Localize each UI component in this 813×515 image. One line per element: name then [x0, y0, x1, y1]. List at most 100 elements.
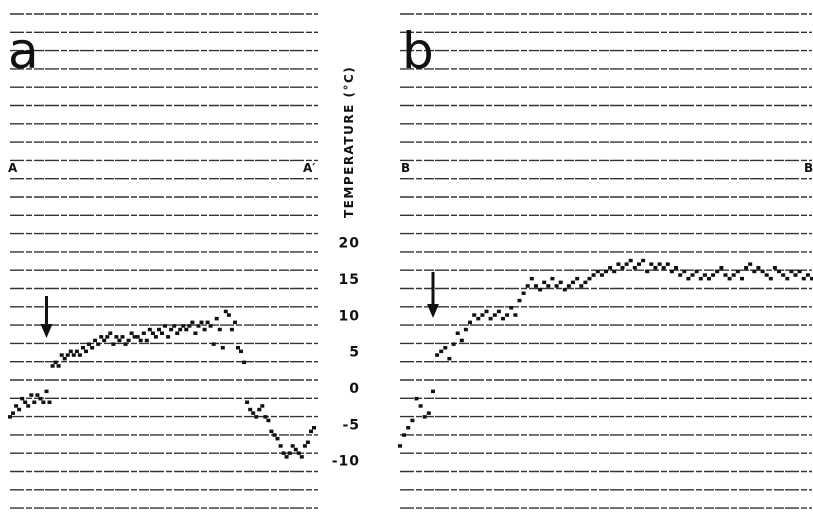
data-point [521, 291, 526, 295]
data-point [805, 273, 810, 277]
data-point [269, 429, 274, 434]
data-point [251, 411, 256, 415]
data-point [402, 433, 407, 437]
data-point [505, 313, 510, 317]
panel-b-end-label: B′ [804, 161, 813, 175]
y-tick-label: 5 [349, 345, 360, 361]
data-point [525, 284, 530, 288]
data-point [129, 331, 134, 335]
data-point [65, 353, 70, 357]
data-point [290, 444, 295, 448]
data-point [571, 280, 575, 285]
data-point [293, 447, 298, 452]
data-point [653, 266, 658, 270]
data-point [226, 313, 231, 317]
data-point [698, 276, 703, 281]
data-point [181, 324, 186, 328]
y-tick-label: 15 [339, 272, 360, 288]
data-point [744, 266, 749, 270]
data-point [748, 262, 753, 266]
panel-a-start-label: A [8, 161, 18, 175]
data-point [657, 262, 662, 266]
data-point [719, 266, 724, 270]
data-point [32, 400, 37, 404]
data-point [645, 269, 650, 274]
data-point [220, 346, 225, 350]
data-point [263, 415, 268, 419]
data-point [435, 353, 440, 357]
data-point [768, 276, 773, 281]
data-point [96, 342, 101, 346]
data-point [546, 284, 551, 288]
data-point [620, 266, 625, 270]
data-point [740, 276, 744, 281]
data-point [608, 266, 613, 270]
data-point [690, 273, 695, 277]
data-point [410, 418, 415, 423]
data-point [793, 273, 798, 277]
data-point [418, 404, 423, 408]
panel-a-letter: a [8, 22, 39, 80]
data-point [542, 280, 547, 285]
data-point [711, 273, 716, 277]
data-point [810, 276, 813, 281]
data-point [595, 269, 600, 274]
panel-b-start-label: B [401, 161, 410, 175]
data-point [50, 364, 55, 368]
data-point [299, 455, 304, 459]
data-point [29, 393, 34, 397]
data-point [260, 404, 265, 408]
data-point [509, 306, 514, 310]
data-point [71, 353, 76, 357]
data-point [87, 342, 91, 346]
data-point [8, 415, 12, 419]
data-point [193, 331, 198, 335]
data-point [678, 273, 683, 277]
data-point [229, 327, 234, 332]
data-point [488, 316, 493, 321]
data-point [480, 313, 485, 317]
data-point [422, 415, 427, 419]
data-point [694, 269, 699, 274]
data-point [731, 273, 736, 277]
panel-a-arrow-icon [40, 296, 53, 338]
data-point [476, 316, 481, 321]
arrow-head [40, 324, 53, 338]
data-point [59, 353, 64, 357]
data-point [74, 349, 79, 354]
data-point [163, 324, 167, 328]
data-point [529, 276, 534, 281]
data-point [312, 426, 316, 430]
data-point [550, 276, 555, 281]
data-point [562, 287, 567, 292]
data-point [459, 338, 464, 343]
data-point [715, 269, 720, 274]
data-point [641, 258, 646, 263]
data-point [17, 407, 22, 412]
data-point [178, 327, 183, 332]
data-point [674, 266, 678, 270]
y-axis-title: TEMPERATURE (°C) [342, 66, 356, 218]
data-point [254, 415, 259, 419]
data-point [669, 269, 674, 274]
data-point [44, 389, 49, 394]
data-point [616, 262, 621, 266]
data-point [637, 262, 641, 266]
data-point [686, 276, 691, 281]
data-point [211, 342, 216, 346]
data-point [702, 273, 707, 277]
data-point [727, 276, 732, 281]
data-point [153, 335, 158, 339]
data-point [90, 346, 95, 350]
data-point [406, 426, 411, 430]
data-point [575, 276, 580, 281]
data-point [426, 411, 431, 415]
data-point [538, 287, 543, 292]
data-point [682, 269, 687, 274]
data-point [492, 313, 497, 317]
data-point [108, 331, 113, 335]
data-point [275, 436, 280, 441]
data-point [587, 276, 592, 281]
y-axis-ticks: 20 15 10 5 0 -5 -10 [332, 236, 360, 470]
data-point [789, 269, 794, 274]
